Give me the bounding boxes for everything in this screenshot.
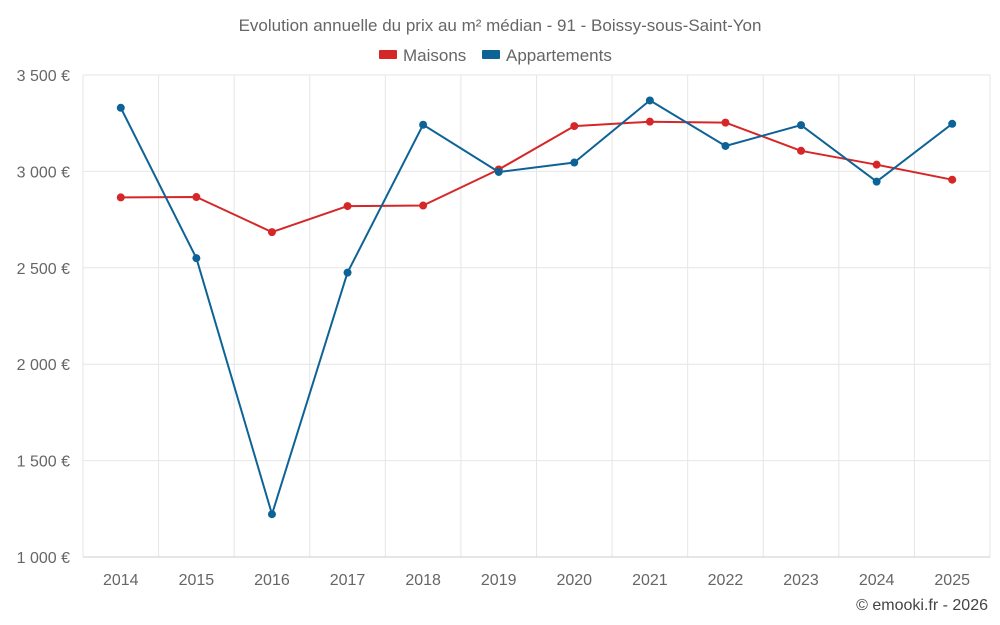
data-point-appartements[interactable] [570, 158, 579, 167]
y-tick-label: 1 000 € [17, 550, 70, 567]
data-point-appartements[interactable] [419, 120, 428, 129]
data-point-maisons[interactable] [721, 118, 730, 127]
data-point-appartements[interactable] [872, 177, 881, 186]
axes: 1 000 € 1 500 € 2 000 € 2 500 € 3 000 € 3 500… [17, 68, 990, 589]
series-line-appartements [119, 99, 953, 516]
x-tick-label: 2025 [934, 572, 970, 589]
x-tick-label: 2014 [103, 572, 139, 589]
data-point-appartements[interactable] [797, 121, 806, 130]
data-point-maisons[interactable] [419, 201, 428, 210]
y-tick-label: 3 000 € [17, 164, 70, 181]
x-tick-label: 2024 [859, 572, 895, 589]
data-point-appartements[interactable] [645, 96, 654, 105]
legend-item-maisons[interactable]: Maisons [379, 46, 466, 65]
legend-swatch-appartements [482, 50, 500, 59]
legend-swatch-maisons [379, 50, 397, 59]
data-point-maisons[interactable] [797, 146, 806, 155]
x-tick-label: 2020 [556, 572, 592, 589]
legend-item-appartements[interactable]: Appartements [482, 46, 612, 65]
credit-text: © emooki.fr - 2026 [856, 597, 988, 614]
data-point-appartements[interactable] [721, 141, 730, 150]
data-point-appartements[interactable] [192, 254, 201, 263]
legend-label-appartements: Appartements [506, 46, 612, 65]
y-tick-label: 1 500 € [17, 454, 70, 471]
data-point-appartements[interactable] [494, 167, 503, 176]
data-point-maisons[interactable] [872, 160, 881, 169]
x-tick-label: 2015 [179, 572, 215, 589]
series [116, 96, 957, 519]
data-point-appartements[interactable] [267, 510, 276, 519]
x-tick-label: 2018 [405, 572, 441, 589]
x-tick-label: 2022 [708, 572, 744, 589]
data-point-appartements[interactable] [948, 119, 957, 128]
grid [82, 74, 991, 557]
data-point-maisons[interactable] [192, 193, 201, 202]
legend-label-maisons: Maisons [403, 46, 466, 65]
chart-title: Evolution annuelle du prix au m² médian … [239, 16, 762, 35]
data-point-maisons[interactable] [343, 202, 352, 211]
data-point-maisons[interactable] [570, 122, 579, 131]
x-tick-label: 2017 [330, 572, 366, 589]
x-tick-label: 2019 [481, 572, 517, 589]
legend: Maisons Appartements [379, 46, 612, 65]
y-tick-label: 2 000 € [17, 357, 70, 374]
data-point-maisons[interactable] [116, 193, 125, 202]
data-point-appartements[interactable] [116, 103, 125, 112]
series-maisons [116, 117, 957, 237]
series-line-maisons [120, 120, 953, 234]
y-tick-label: 2 500 € [17, 261, 70, 278]
x-tick-label: 2016 [254, 572, 290, 589]
series-appartements [116, 96, 957, 519]
x-tick-label: 2021 [632, 572, 668, 589]
data-point-maisons[interactable] [267, 228, 276, 237]
data-point-appartements[interactable] [343, 268, 352, 277]
y-tick-label: 3 500 € [17, 68, 70, 85]
data-point-maisons[interactable] [948, 175, 957, 184]
data-point-maisons[interactable] [645, 117, 654, 126]
x-tick-label: 2023 [783, 572, 819, 589]
